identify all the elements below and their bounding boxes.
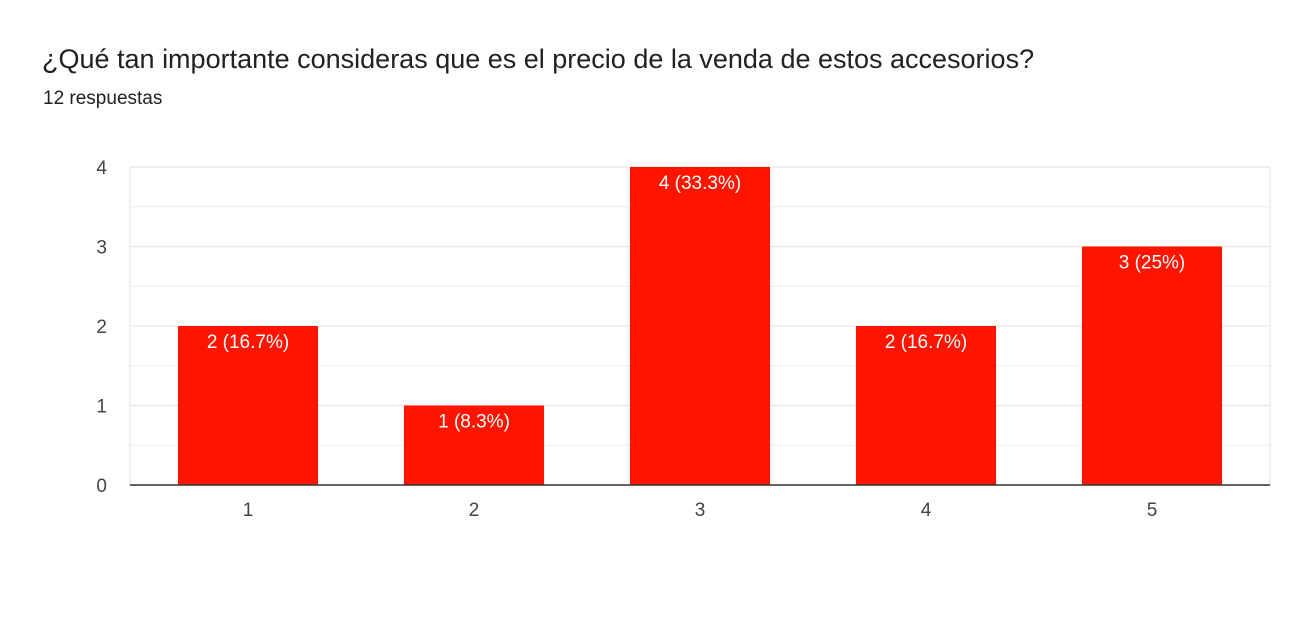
bar-5 [1081, 246, 1223, 485]
bar-2 [403, 405, 545, 485]
x-tick-label: 4 [921, 500, 932, 521]
bar-4 [855, 326, 997, 485]
y-tick-label: 2 [96, 317, 107, 338]
chart-title: ¿Qué tan importante consideras que es el… [42, 44, 1035, 74]
y-tick-label: 3 [96, 238, 107, 259]
x-tick-label: 1 [243, 500, 254, 521]
y-tick-label: 1 [96, 397, 107, 418]
data-label-5: 3 (25%) [1119, 253, 1186, 274]
x-tick-label: 3 [695, 500, 706, 521]
bar-1 [177, 326, 319, 485]
bar-3 [629, 167, 771, 485]
data-label-4: 2 (16.7%) [885, 332, 967, 353]
data-label-2: 1 (8.3%) [438, 412, 510, 433]
y-tick-label: 4 [96, 158, 107, 179]
y-tick-label: 0 [96, 476, 107, 497]
bars [177, 167, 1223, 485]
data-label-1: 2 (16.7%) [207, 332, 289, 353]
data-labels: 2 (16.7%) 1 (8.3%) 4 (33.3%) 2 (16.7%) 3 (25… [207, 173, 1185, 433]
axes: 0 1 2 3 4 1 2 3 4 5 [96, 158, 1270, 521]
x-tick-label: 2 [469, 500, 480, 521]
x-tick-label: 5 [1147, 500, 1158, 521]
response-count: 12 respuestas [43, 88, 163, 109]
data-label-3: 4 (33.3%) [659, 173, 741, 194]
